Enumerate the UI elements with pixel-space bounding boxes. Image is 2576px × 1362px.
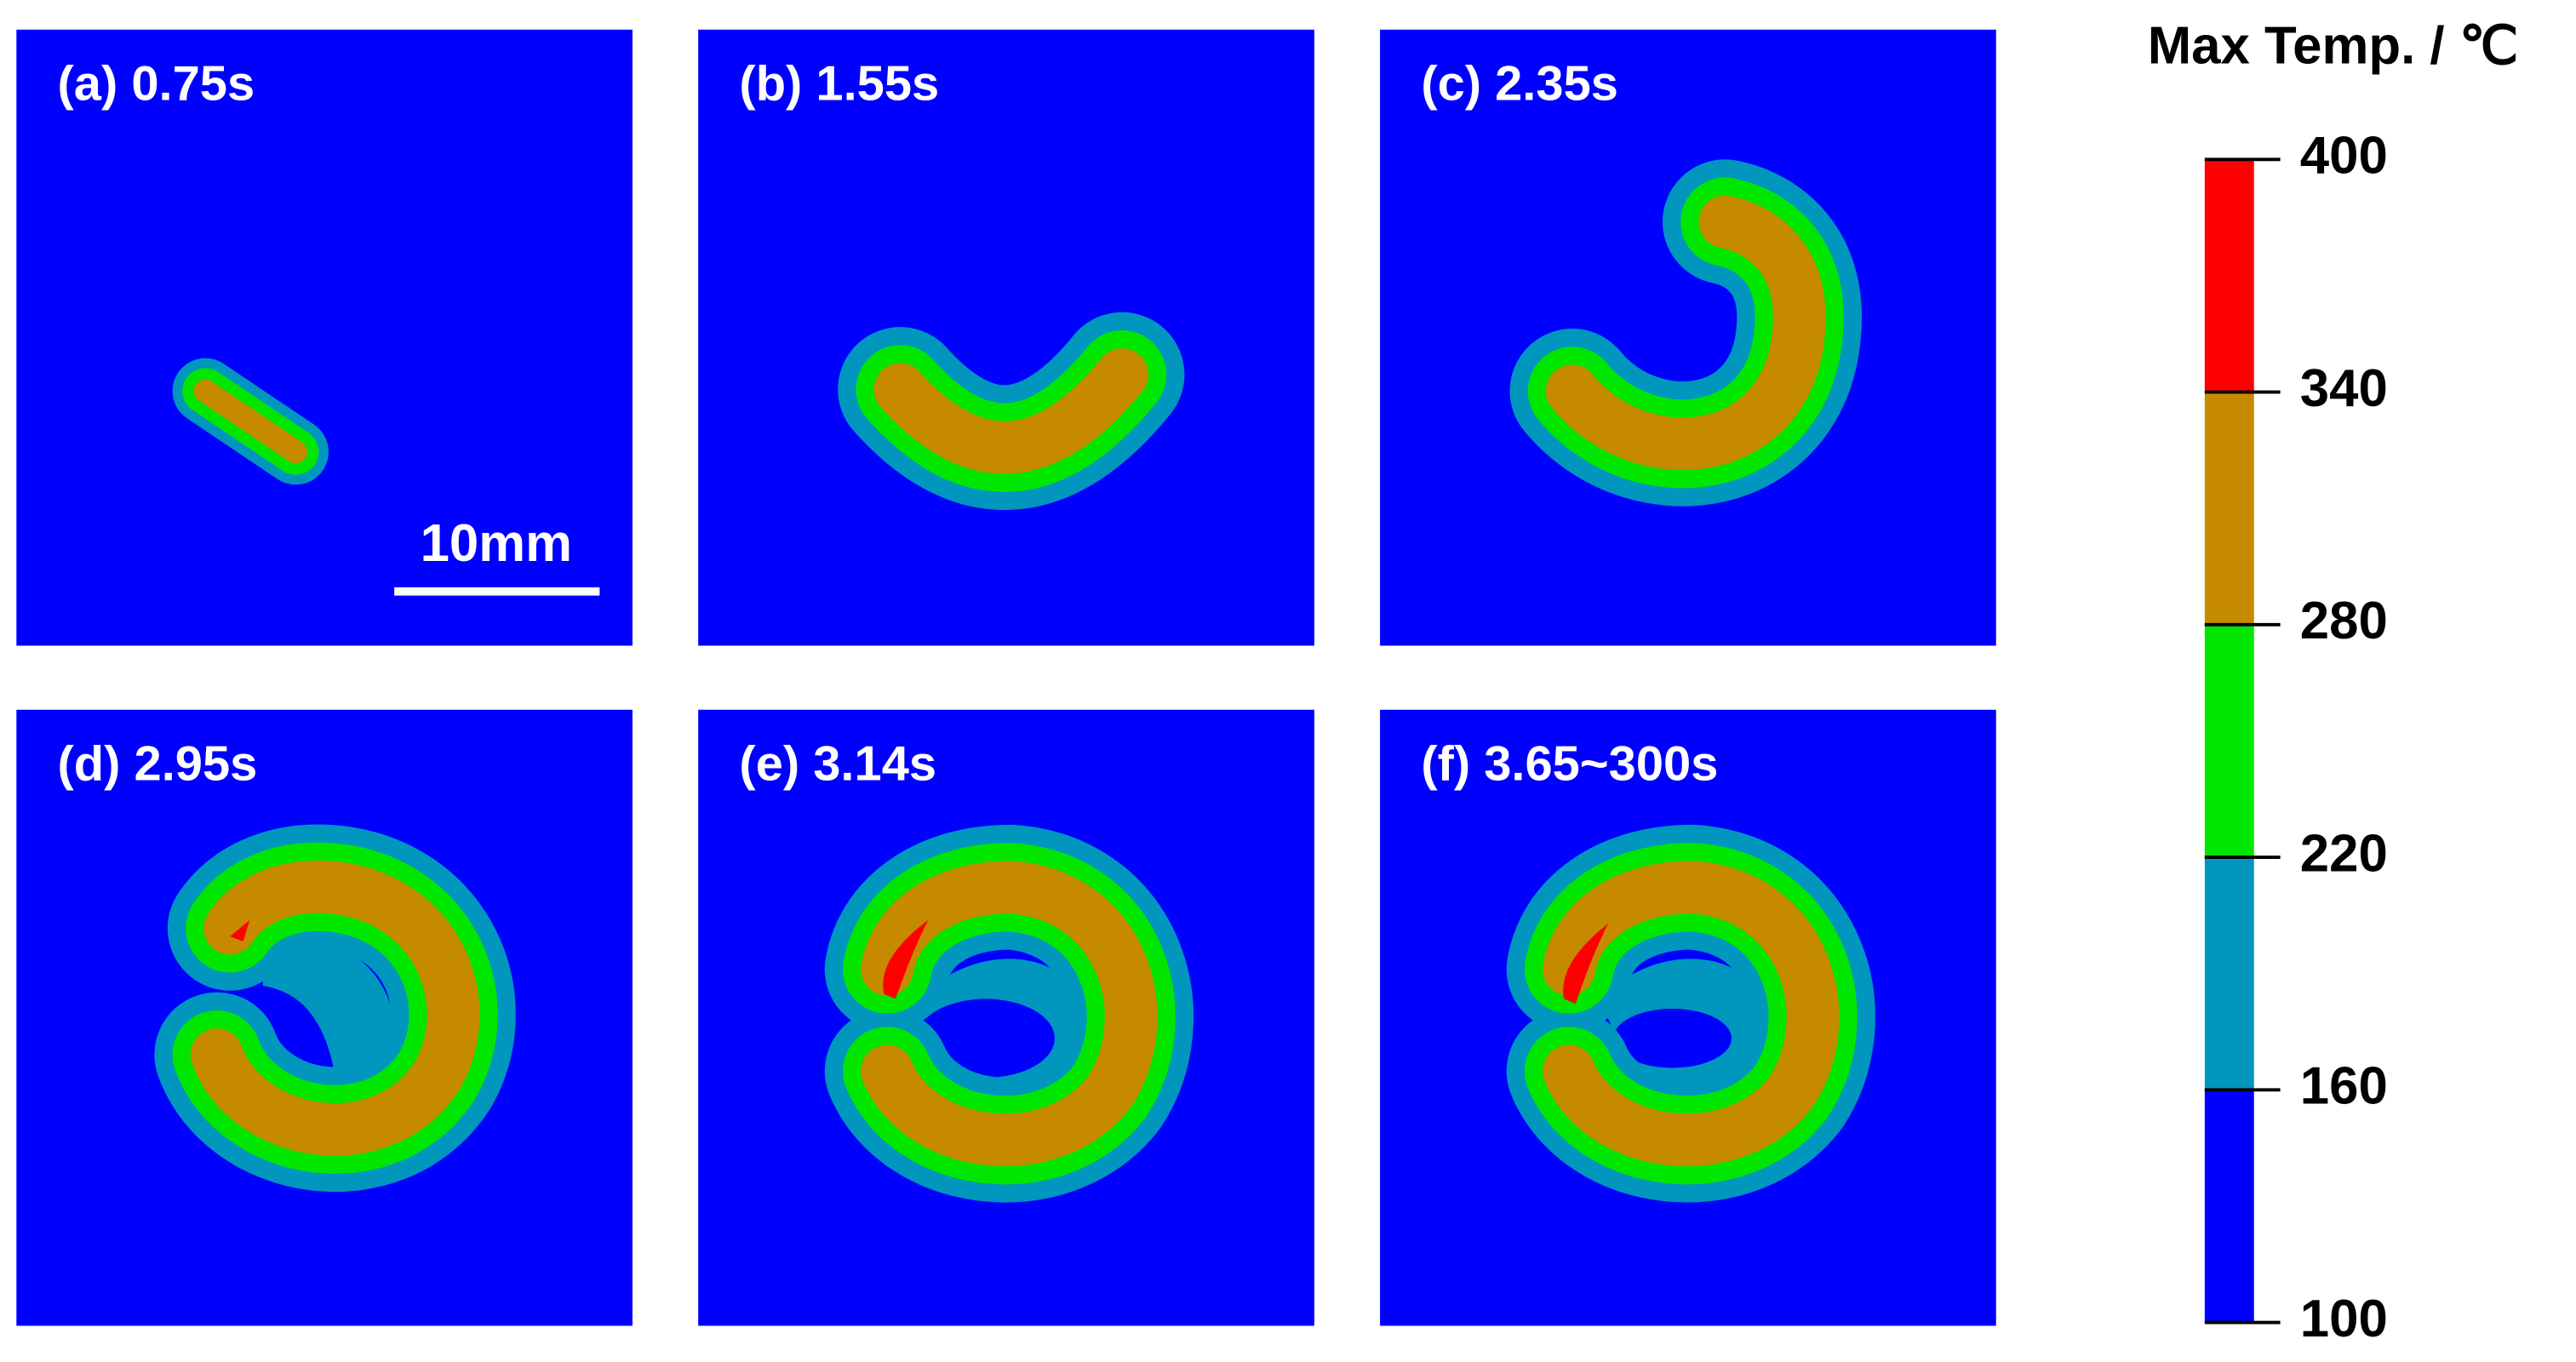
contour-peak bbox=[1563, 923, 1609, 1004]
panel-label: (c) 2.35s bbox=[1421, 57, 1618, 112]
panel-background bbox=[698, 29, 1314, 646]
colorbar-band bbox=[2204, 159, 2254, 392]
contour-band bbox=[190, 860, 480, 1156]
contour-peak bbox=[883, 919, 929, 999]
colorbar-tick-label: 160 bbox=[2300, 1057, 2388, 1116]
panel-label: (b) 1.55s bbox=[739, 57, 939, 112]
panel-label: (d) 2.95s bbox=[58, 737, 258, 792]
contour-band bbox=[1545, 195, 1826, 471]
colorbar-band bbox=[2204, 392, 2254, 625]
panel-label: (e) 3.14s bbox=[739, 737, 936, 792]
scale-bar-label: 10mm bbox=[421, 514, 572, 573]
contour-fill bbox=[262, 941, 395, 1090]
colorbar-tick-label: 220 bbox=[2300, 824, 2388, 883]
contour-band bbox=[193, 379, 307, 464]
colorbar-band bbox=[2204, 624, 2254, 858]
colorbar-band bbox=[2204, 1090, 2254, 1323]
colorbar-tick-label: 280 bbox=[2300, 592, 2388, 650]
colorbar-band bbox=[2204, 857, 2254, 1090]
contour-peak bbox=[230, 919, 250, 941]
contour-band bbox=[1543, 861, 1840, 1167]
contour-band bbox=[873, 348, 1148, 474]
panel-background bbox=[1380, 29, 1996, 646]
colorbar-tick-label: 400 bbox=[2300, 127, 2388, 186]
contour-hole bbox=[1613, 1009, 1732, 1068]
panel-label: (a) 0.75s bbox=[58, 57, 255, 112]
colorbar-tick-label: 100 bbox=[2300, 1290, 2388, 1348]
panel-background bbox=[16, 29, 633, 646]
colorbar-title: Max Temp. / ℃ bbox=[2148, 16, 2518, 75]
contour-band bbox=[861, 861, 1158, 1167]
panel-label: (f) 3.65~300s bbox=[1421, 737, 1718, 792]
colorbar-tick-label: 340 bbox=[2300, 359, 2388, 418]
